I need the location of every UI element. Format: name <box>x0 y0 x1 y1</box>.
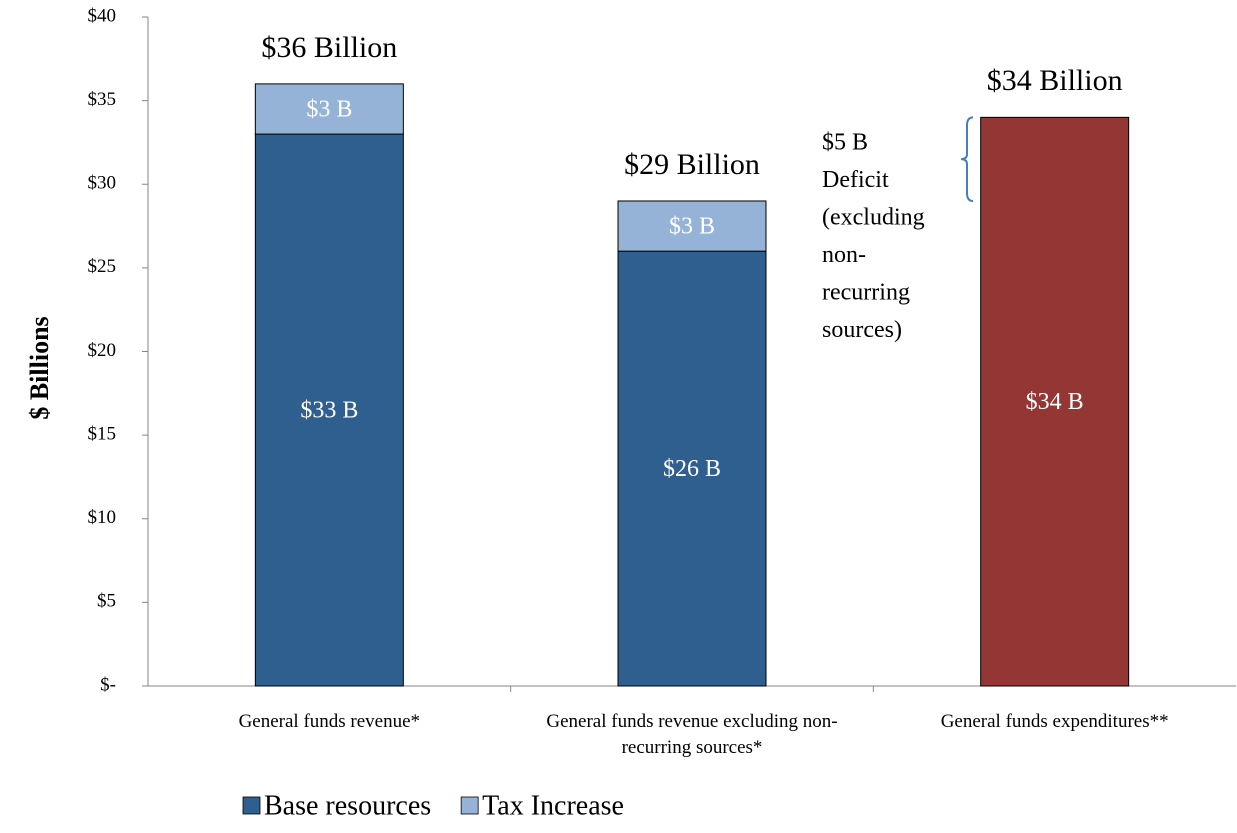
data-label: $3 B <box>306 96 352 122</box>
y-tick-label: $30 <box>88 173 117 194</box>
annotation: sources) <box>822 317 902 343</box>
annotation: (excluding <box>822 205 925 231</box>
bar-segment <box>617 250 767 687</box>
data-label: $33 B <box>300 398 358 424</box>
data-label: $34 B <box>1026 389 1084 415</box>
y-tick-label: $20 <box>88 340 117 361</box>
legend-label: Tax Increase <box>482 790 624 821</box>
y-tick-label: $10 <box>88 507 117 528</box>
total-label: $29 Billion <box>624 148 760 181</box>
annotation: recurring <box>822 280 910 306</box>
data-label: $26 B <box>663 456 721 482</box>
total-label: $36 Billion <box>261 31 397 64</box>
y-tick-label: $- <box>100 674 116 695</box>
bar-segment <box>617 200 767 252</box>
y-tick-label: $35 <box>88 89 117 110</box>
x-tick-label: General funds revenue* <box>238 711 421 732</box>
y-axis-label: $ Billions <box>25 316 54 419</box>
y-tick-label: $40 <box>88 5 117 26</box>
annotation: Deficit <box>822 167 889 193</box>
bar-segment <box>254 133 404 687</box>
deficit-brace <box>960 116 974 202</box>
bar-segment <box>254 83 404 135</box>
legend-swatch <box>242 796 261 815</box>
x-tick-label: General funds revenue excluding non-recu… <box>546 711 838 758</box>
y-tick-label: $5 <box>97 591 116 612</box>
x-tick-label: General funds expenditures** <box>940 711 1169 732</box>
total-label: $34 Billion <box>987 64 1123 97</box>
bar-segment <box>980 116 1130 687</box>
y-tick-label: $25 <box>88 256 117 277</box>
annotation: non- <box>822 242 866 268</box>
data-label: $3 B <box>669 214 715 240</box>
annotation: $5 B <box>822 130 868 156</box>
y-tick-label: $15 <box>88 423 117 444</box>
legend-swatch <box>460 796 479 815</box>
legend-label: Base resources <box>264 790 431 821</box>
